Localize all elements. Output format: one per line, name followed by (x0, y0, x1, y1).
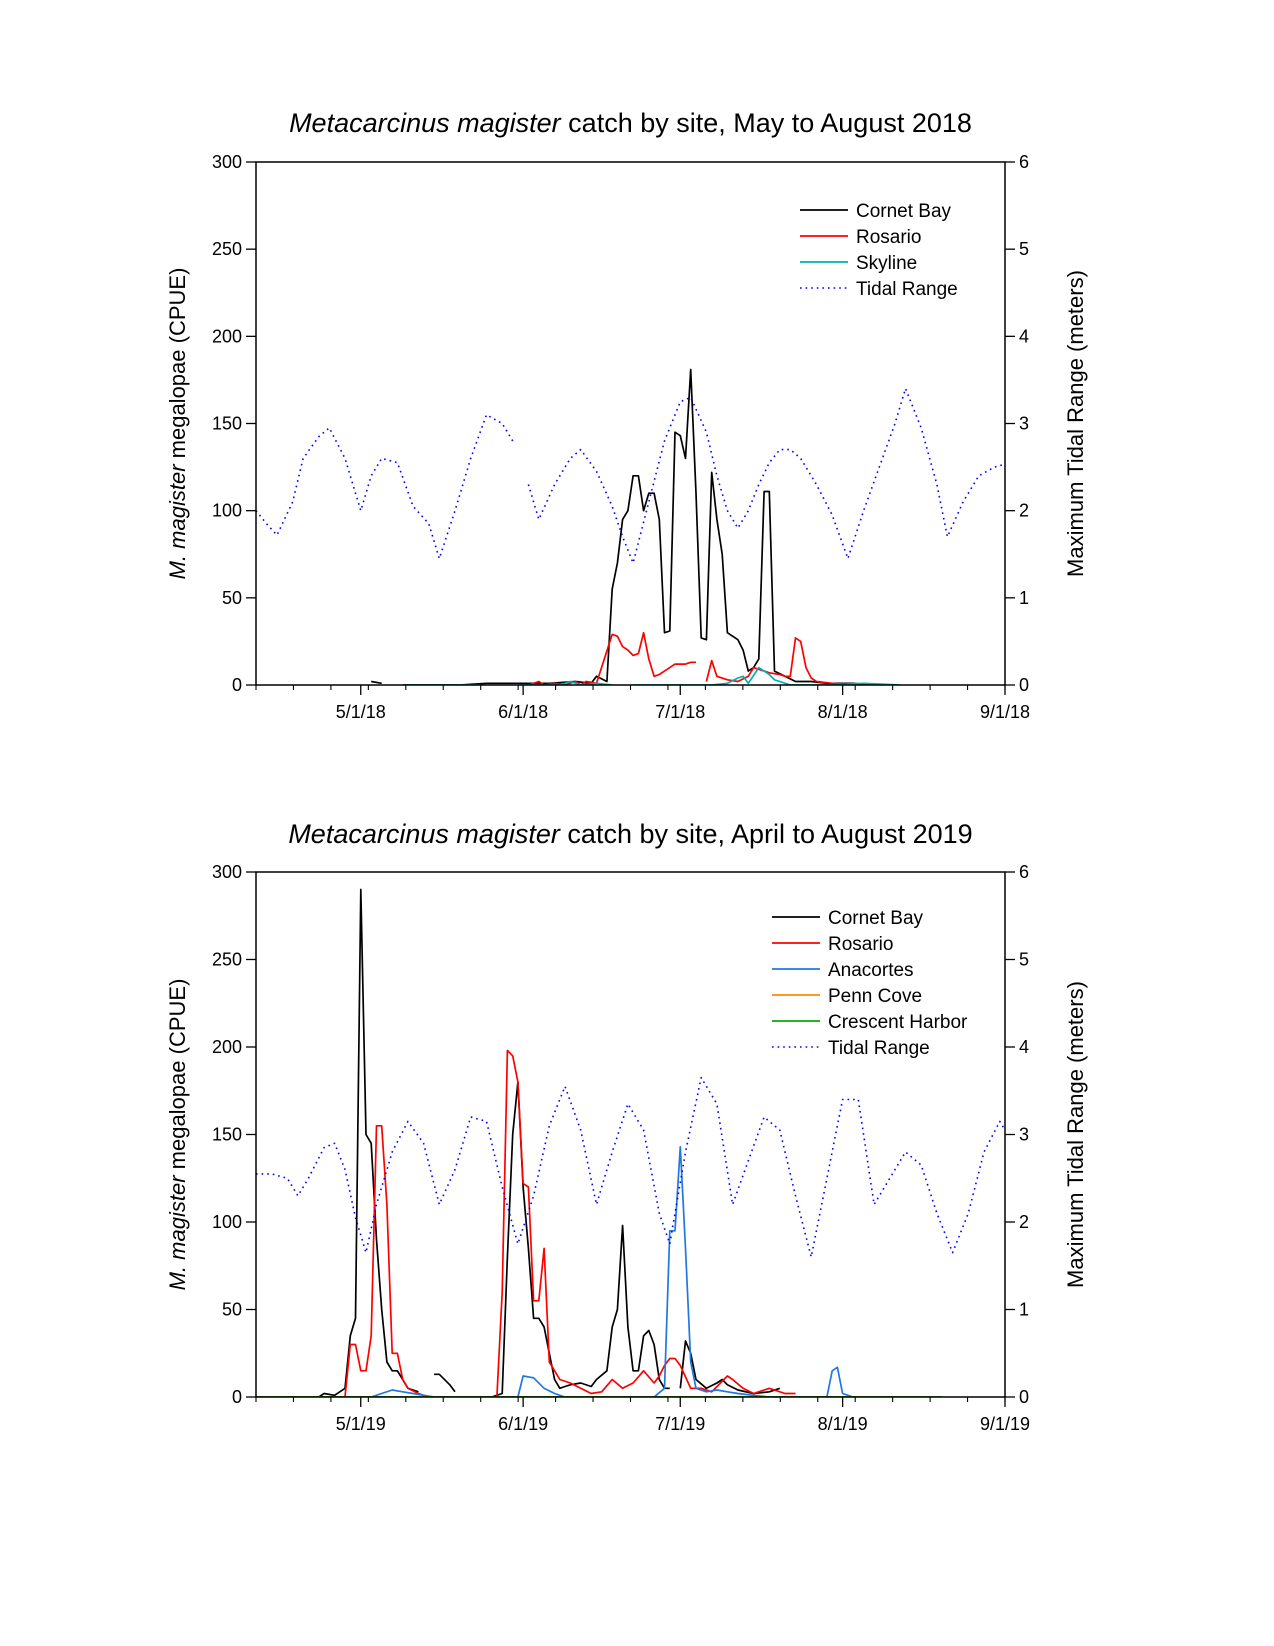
y-tick-label: 200 (212, 326, 242, 346)
y-axis-label-rest: megalopae (CPUE) (165, 268, 190, 465)
chart-title: Metacarcinus magister catch by site, May… (289, 108, 972, 138)
series-line (434, 1373, 456, 1393)
y-tick-label: 300 (212, 862, 242, 882)
series-tidal-range (256, 387, 1005, 564)
y-tick-label: 50 (222, 1300, 242, 1320)
x-tick-label: 9/1/19 (980, 1414, 1030, 1434)
x-tick-label: 6/1/19 (498, 1414, 548, 1434)
chart-title-italic: Metacarcinus magister (288, 819, 561, 849)
y2-tick-label: 3 (1019, 414, 1029, 434)
series-skyline (402, 666, 901, 685)
y-tick-label: 150 (212, 414, 242, 434)
y2-axis-label: Maximum Tidal Range (meters) (1063, 981, 1088, 1288)
y-axis-label-italic: M. magister (165, 463, 190, 580)
series-line (527, 387, 1005, 564)
series-cornet-bay (318, 888, 781, 1397)
legend-label: Rosario (856, 227, 921, 248)
y-tick-label: 300 (212, 152, 242, 172)
series-line (633, 666, 901, 685)
chart-1: Metacarcinus magister catch by site, May… (165, 108, 1088, 722)
y-tick-label: 100 (212, 501, 242, 521)
series-tidal-range (256, 1076, 1005, 1258)
series-line (256, 413, 514, 560)
y-tick-label: 250 (212, 239, 242, 259)
y-tick-label: 0 (232, 675, 242, 695)
legend: Cornet Bay Rosario Anacortes Penn Cove Cresc… (772, 908, 968, 1059)
y2-tick-label: 1 (1019, 1300, 1029, 1320)
y-axis-label-rest: megalopae (CPUE) (165, 979, 190, 1176)
legend: Cornet Bay Rosario Skyline Tidal Range (800, 201, 958, 300)
x-tick-label: 9/1/18 (980, 702, 1030, 722)
legend-label: Rosario (828, 934, 893, 955)
legend-label: Skyline (856, 253, 917, 274)
legend-label: Cornet Bay (856, 201, 952, 222)
series-line (528, 631, 696, 685)
series-line (256, 1076, 1005, 1258)
chart-title: Metacarcinus magister catch by site, Apr… (288, 819, 972, 849)
y-tick-label: 50 (222, 588, 242, 608)
y2-tick-label: 3 (1019, 1125, 1029, 1145)
legend-label: Cornet Bay (828, 908, 924, 929)
legend-label: Tidal Range (856, 279, 958, 300)
y2-tick-label: 0 (1019, 1387, 1029, 1407)
plot-area (256, 368, 1005, 685)
series-line (371, 680, 382, 685)
series-anacortes (370, 1145, 854, 1397)
plot-area (256, 888, 1005, 1397)
y-axis-label-italic: M. magister (165, 1174, 190, 1291)
x-tick-label: 5/1/18 (336, 702, 386, 722)
series-rosario (528, 631, 854, 685)
series-line (370, 1145, 854, 1397)
legend-label: Penn Cove (828, 986, 922, 1007)
series-line (517, 680, 613, 685)
y-tick-label: 200 (212, 1037, 242, 1057)
y2-tick-label: 6 (1019, 862, 1029, 882)
y-axis-label: M. magister megalopae (CPUE) (165, 268, 190, 580)
y2-tick-label: 2 (1019, 1212, 1029, 1232)
x-tick-label: 7/1/18 (655, 702, 705, 722)
y2-tick-label: 6 (1019, 152, 1029, 172)
x-tick-label: 8/1/19 (818, 1414, 868, 1434)
x-tick-label: 8/1/18 (818, 702, 868, 722)
legend-label: Anacortes (828, 960, 914, 981)
y-axis-label: M. magister megalopae (CPUE) (165, 979, 190, 1291)
y-tick-label: 150 (212, 1125, 242, 1145)
x-tick-label: 5/1/19 (336, 1414, 386, 1434)
legend-label: Tidal Range (828, 1038, 930, 1059)
y2-tick-label: 2 (1019, 501, 1029, 521)
series-line (402, 368, 875, 685)
y2-tick-label: 0 (1019, 675, 1029, 695)
legend-label: Crescent Harbor (828, 1012, 968, 1033)
y2-tick-label: 5 (1019, 950, 1029, 970)
series-cornet-bay (371, 368, 875, 685)
series-line (491, 1081, 670, 1397)
y2-tick-label: 4 (1019, 326, 1029, 346)
x-tick-label: 7/1/19 (655, 1414, 705, 1434)
x-tick-label: 6/1/18 (498, 702, 548, 722)
y2-tick-label: 4 (1019, 1037, 1029, 1057)
series-line (705, 637, 854, 685)
y-tick-label: 0 (232, 1387, 242, 1407)
chart-title-rest: catch by site, May to August 2018 (561, 108, 972, 138)
y-tick-label: 100 (212, 1212, 242, 1232)
series-line (318, 888, 419, 1397)
y-tick-label: 250 (212, 950, 242, 970)
chart-title-rest: catch by site, April to August 2019 (560, 819, 973, 849)
chart-2: Metacarcinus magister catch by site, Apr… (165, 819, 1088, 1434)
y2-tick-label: 1 (1019, 588, 1029, 608)
y2-tick-label: 5 (1019, 239, 1029, 259)
y2-axis-label: Maximum Tidal Range (meters) (1063, 270, 1088, 577)
chart-title-italic: Metacarcinus magister (289, 108, 562, 138)
